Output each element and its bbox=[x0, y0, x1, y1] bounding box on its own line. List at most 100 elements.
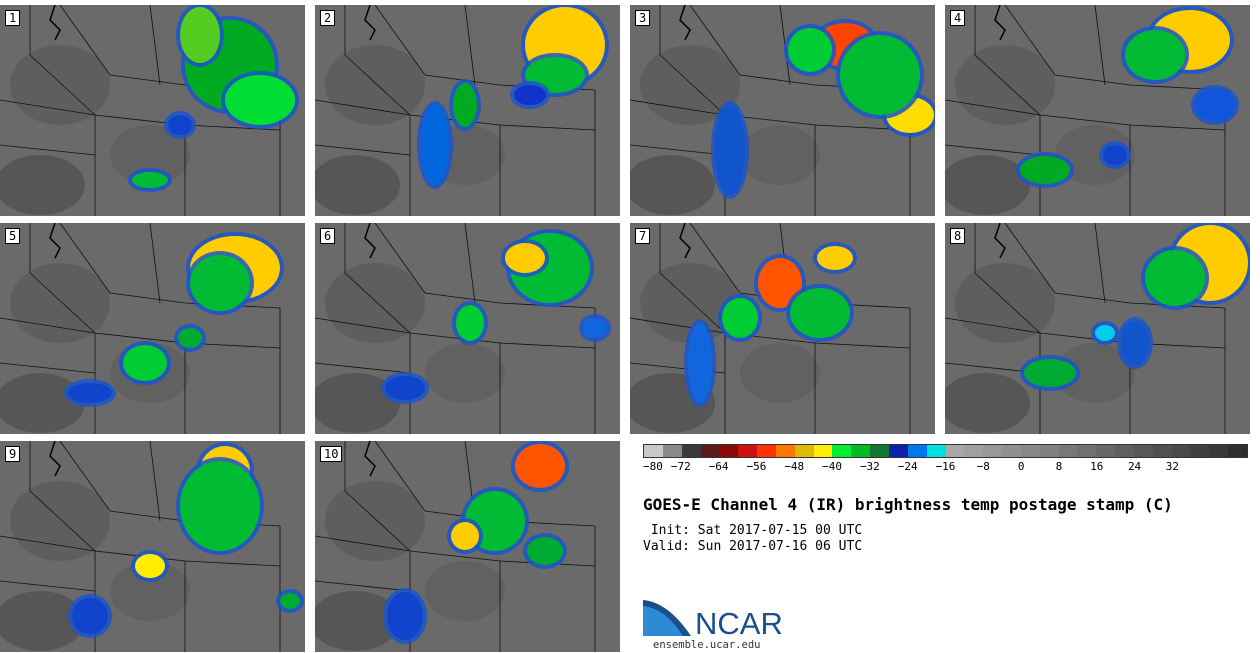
terrain-shade bbox=[315, 591, 400, 651]
state-border bbox=[0, 144, 96, 156]
cloud-top bbox=[68, 383, 112, 403]
cloud-top bbox=[515, 444, 565, 488]
colorbar-tick-label: −32 bbox=[859, 460, 880, 473]
coastline bbox=[49, 223, 61, 259]
panel-number: 9 bbox=[5, 446, 21, 462]
state-border bbox=[814, 342, 911, 349]
cloud-top bbox=[451, 522, 479, 550]
colorbar-tick-label: −72 bbox=[670, 460, 691, 473]
state-border bbox=[149, 223, 161, 304]
panel-number: 4 bbox=[950, 10, 966, 26]
colorbar-segment bbox=[945, 445, 965, 457]
coastline bbox=[364, 223, 376, 259]
state-border bbox=[29, 5, 96, 216]
cloud-top bbox=[123, 345, 167, 381]
state-border bbox=[315, 580, 411, 592]
colorbar-segment bbox=[757, 445, 776, 457]
panel-number: 6 bbox=[320, 228, 336, 244]
terrain-shade bbox=[325, 45, 425, 125]
ir-map bbox=[315, 5, 620, 216]
colorbar-segment bbox=[662, 445, 682, 457]
cloud-top bbox=[688, 323, 712, 403]
panel-number: 1 bbox=[5, 10, 21, 26]
cloud-top bbox=[1195, 89, 1235, 121]
colorbar-tick-label: −64 bbox=[708, 460, 729, 473]
cloud-top bbox=[190, 255, 250, 311]
cloud-top bbox=[840, 35, 920, 115]
colorbar-segment bbox=[719, 445, 739, 457]
cloud-top bbox=[132, 172, 168, 188]
cloud-top bbox=[1103, 145, 1127, 165]
state-border bbox=[1094, 5, 1106, 86]
state-border bbox=[659, 223, 726, 434]
colorbar-segment bbox=[870, 445, 889, 457]
colorbar-tick-label: −24 bbox=[897, 460, 918, 473]
colorbar-segment bbox=[964, 445, 984, 457]
terrain-shade bbox=[425, 343, 505, 403]
colorbar-tick-label: −56 bbox=[746, 460, 767, 473]
map-panel-5: 5 bbox=[0, 223, 305, 434]
colorbar-segment bbox=[1190, 445, 1210, 457]
coastline bbox=[679, 223, 691, 259]
ir-map bbox=[0, 5, 305, 216]
colorbar-tick-label: −40 bbox=[822, 460, 842, 473]
colorbar-segment bbox=[1039, 445, 1059, 457]
cloud-top bbox=[505, 243, 545, 273]
colorbar-segment bbox=[738, 445, 758, 457]
valid-time: Valid: Sun 2017-07-16 06 UTC bbox=[643, 539, 863, 554]
colorbar-segment bbox=[1096, 445, 1116, 457]
terrain-shade bbox=[0, 373, 85, 433]
terrain-shade bbox=[955, 263, 1055, 343]
cloud-top bbox=[72, 598, 108, 634]
colorbar-segment bbox=[813, 445, 833, 457]
terrain-shade bbox=[110, 561, 190, 621]
colorbar-segment bbox=[926, 445, 946, 457]
state-border bbox=[1094, 223, 1106, 304]
colorbar-segment bbox=[1171, 445, 1191, 457]
cloud-top bbox=[790, 288, 850, 338]
state-border bbox=[149, 441, 161, 522]
state-border bbox=[184, 560, 281, 567]
colorbar-tick-label: −48 bbox=[784, 460, 805, 473]
cloud-top bbox=[280, 593, 300, 609]
terrain-shade bbox=[740, 343, 820, 403]
map-panel-9: 9 bbox=[0, 441, 305, 652]
terrain-shade bbox=[740, 125, 820, 185]
state-border bbox=[1004, 5, 1226, 91]
colorbar-segment bbox=[794, 445, 814, 457]
state-border bbox=[184, 124, 281, 131]
chart-title: GOES-E Channel 4 (IR) brightness temp po… bbox=[643, 495, 1173, 514]
state-border bbox=[464, 223, 476, 304]
ir-map bbox=[0, 441, 305, 652]
coastline bbox=[364, 441, 376, 477]
colorbar-segment bbox=[1209, 445, 1229, 457]
cloud-top bbox=[1095, 325, 1115, 341]
colorbar-segment bbox=[851, 445, 871, 457]
terrain-shade bbox=[955, 45, 1055, 125]
state-border bbox=[315, 535, 411, 552]
colorbar-tick-label: 0 bbox=[1017, 460, 1025, 473]
colorbar-segment bbox=[681, 445, 701, 457]
terrain-shade bbox=[425, 561, 505, 621]
state-border bbox=[499, 342, 596, 349]
state-border bbox=[499, 124, 596, 131]
cloud-top bbox=[453, 83, 477, 127]
panel-number: 7 bbox=[635, 228, 651, 244]
state-border bbox=[0, 99, 96, 116]
colorbar-segment bbox=[888, 445, 908, 457]
ir-map bbox=[0, 223, 305, 434]
state-border bbox=[1129, 124, 1226, 131]
terrain-shade bbox=[325, 481, 425, 561]
state-border bbox=[315, 144, 411, 156]
state-border bbox=[0, 535, 96, 552]
cloud-top bbox=[1020, 156, 1070, 184]
map-panel-4: 4 bbox=[945, 5, 1250, 216]
panel-number: 5 bbox=[5, 228, 21, 244]
terrain-shade bbox=[0, 591, 85, 651]
ir-map bbox=[630, 223, 935, 434]
ncar-logo: NCAR bbox=[643, 600, 783, 640]
ncar-logo-swoosh-accent bbox=[643, 606, 683, 636]
cloud-top bbox=[722, 298, 758, 338]
colorbar-segment bbox=[1133, 445, 1153, 457]
cloud-top bbox=[715, 105, 745, 195]
